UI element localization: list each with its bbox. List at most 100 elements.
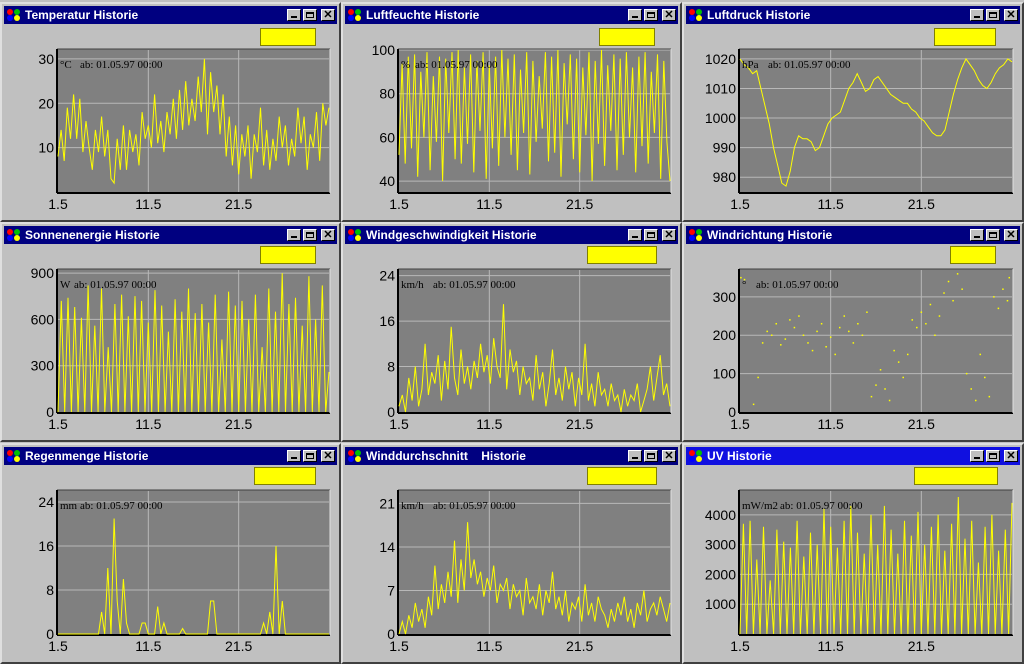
value-display (587, 246, 657, 264)
y-tick-label: 40 (379, 173, 395, 189)
unit-label: % (401, 59, 410, 71)
plot-area (57, 490, 330, 635)
titlebar[interactable]: Sonnenenergie Historie ✕ (4, 226, 337, 244)
titlebar[interactable]: Luftfeuchte Historie ✕ (345, 6, 678, 24)
window-title: Temperatur Historie (25, 8, 139, 22)
data-point (866, 311, 868, 313)
close-button[interactable]: ✕ (321, 229, 335, 241)
y-tick-label: 20 (38, 95, 54, 111)
x-tick-label: 1.5 (730, 416, 750, 432)
window-uv[interactable]: UV Historie ✕ 1.5 11.5 21.5 1000 2000 3000 4000 m… (682, 443, 1024, 664)
app-icon[interactable] (6, 449, 22, 463)
x-tick-label: 1.5 (48, 416, 68, 432)
maximize-button[interactable] (644, 450, 658, 462)
app-icon[interactable] (688, 8, 704, 22)
plot-area (739, 49, 1013, 193)
app-icon[interactable] (6, 228, 22, 242)
close-button[interactable]: ✕ (662, 450, 676, 462)
data-point (843, 315, 846, 317)
close-button[interactable]: ✕ (321, 450, 335, 462)
app-icon[interactable] (6, 8, 22, 22)
minimize-button[interactable] (628, 450, 642, 462)
window-title: Winddurchschnitt Historie (366, 449, 526, 463)
minimize-button[interactable] (970, 9, 984, 21)
y-tick-label: 24 (379, 268, 395, 284)
x-tick-label: 1.5 (389, 196, 409, 212)
window-temperatur[interactable]: Temperatur Historie ✕ 1.5 11.5 21.5 10 20 30 °C a… (0, 2, 341, 222)
maximize-button[interactable] (303, 450, 317, 462)
minimize-button[interactable] (628, 9, 642, 21)
titlebar[interactable]: Luftdruck Historie ✕ (686, 6, 1020, 24)
x-tick-label: 21.5 (225, 638, 252, 654)
data-point (798, 315, 800, 317)
data-line (398, 304, 671, 413)
close-button[interactable]: ✕ (1004, 9, 1018, 21)
window-regenmenge[interactable]: Regenmenge Historie ✕ 1.5 11.5 21.5 0 8 16 24 mm a… (0, 443, 341, 664)
maximize-button[interactable] (644, 229, 658, 241)
x-tick-label: 11.5 (818, 638, 844, 654)
chart-sonnenenergie: 1.5 11.5 21.5 0 300 600 900 W ab: 01.05.97 00:00 (31, 265, 331, 432)
data-point (761, 342, 764, 344)
y-tick-label: 7 (387, 582, 395, 598)
window-winddurchschnitt[interactable]: Winddurchschnitt Historie ✕ 1.5 11.5 21.5 0 7 1… (341, 443, 682, 664)
y-tick-label: 1010 (705, 80, 736, 96)
window-title: UV Historie (707, 449, 772, 463)
app-icon[interactable] (347, 449, 363, 463)
window-luftdruck[interactable]: Luftdruck Historie ✕ 1.5 11.5 21.5 980 990 1000… (682, 2, 1024, 222)
maximize-button[interactable] (644, 9, 658, 21)
x-tick-label: 1.5 (48, 638, 68, 654)
close-button[interactable]: ✕ (1004, 229, 1018, 241)
minimize-button[interactable] (970, 450, 984, 462)
y-tick-label: 200 (713, 327, 737, 343)
data-point (988, 395, 991, 398)
x-tick-label: 11.5 (135, 196, 161, 212)
maximize-button[interactable] (986, 229, 1000, 241)
window-windgeschwindigkeit[interactable]: Windgeschwindigkeit Historie ✕ 1.5 11.5 21.5… (341, 222, 682, 442)
minimize-button[interactable] (287, 229, 301, 241)
app-icon[interactable] (347, 228, 363, 242)
data-point (906, 353, 909, 356)
maximize-button[interactable] (303, 9, 317, 21)
titlebar[interactable]: Temperatur Historie ✕ (4, 6, 337, 24)
minimize-button[interactable] (287, 9, 301, 21)
data-point (979, 353, 982, 356)
window-luftfeuchte[interactable]: Luftfeuchte Historie ✕ 1.5 11.5 21.5 40 60 80 10… (341, 2, 682, 222)
maximize-button[interactable] (986, 450, 1000, 462)
x-tick-label: 11.5 (476, 416, 502, 432)
window-title: Sonnenenergie Historie (25, 228, 160, 242)
chart-subtitle: ab: 01.05.97 00:00 (768, 59, 851, 71)
close-button[interactable]: ✕ (662, 229, 676, 241)
maximize-button[interactable] (986, 9, 1000, 21)
titlebar[interactable]: Windgeschwindigkeit Historie ✕ (345, 226, 678, 244)
value-display (914, 467, 998, 485)
app-icon[interactable] (688, 449, 704, 463)
data-line (398, 522, 671, 635)
close-button[interactable]: ✕ (1004, 450, 1018, 462)
titlebar[interactable]: Windrichtung Historie ✕ (686, 226, 1020, 244)
x-tick-label: 1.5 (389, 416, 409, 432)
data-point (848, 330, 850, 333)
data-point (911, 319, 914, 321)
window-windrichtung[interactable]: Windrichtung Historie ✕ 1.5 11.5 21.5 0 100 200… (682, 222, 1024, 442)
chart-luftfeuchte: 1.5 11.5 21.5 40 60 80 100% ab: 01.05.97 00:00 (372, 42, 672, 212)
data-point (934, 334, 936, 336)
close-button[interactable]: ✕ (662, 9, 676, 21)
unit-label: mW/m2 (742, 500, 778, 512)
minimize-button[interactable] (970, 229, 984, 241)
maximize-button[interactable] (303, 229, 317, 241)
titlebar[interactable]: Regenmenge Historie ✕ (4, 447, 337, 465)
titlebar[interactable]: Winddurchschnitt Historie ✕ (345, 447, 678, 465)
close-button[interactable]: ✕ (321, 9, 335, 21)
app-icon[interactable] (688, 228, 704, 242)
y-tick-label: 80 (379, 86, 395, 102)
titlebar[interactable]: UV Historie ✕ (686, 447, 1020, 465)
minimize-button[interactable] (287, 450, 301, 462)
minimize-button[interactable] (628, 229, 642, 241)
chart-windrichtung: 1.5 11.5 21.5 0 100 200 300 ° ab: 01.05.97 00:00 (713, 268, 1014, 432)
data-point (1006, 299, 1009, 302)
window-title: Windgeschwindigkeit Historie (366, 228, 537, 242)
app-icon[interactable] (347, 8, 363, 22)
x-tick-label: 21.5 (908, 638, 935, 654)
window-sonnenenergie[interactable]: Sonnenenergie Historie ✕ 1.5 11.5 21.5 0 300 60… (0, 222, 341, 442)
data-point (947, 280, 950, 283)
